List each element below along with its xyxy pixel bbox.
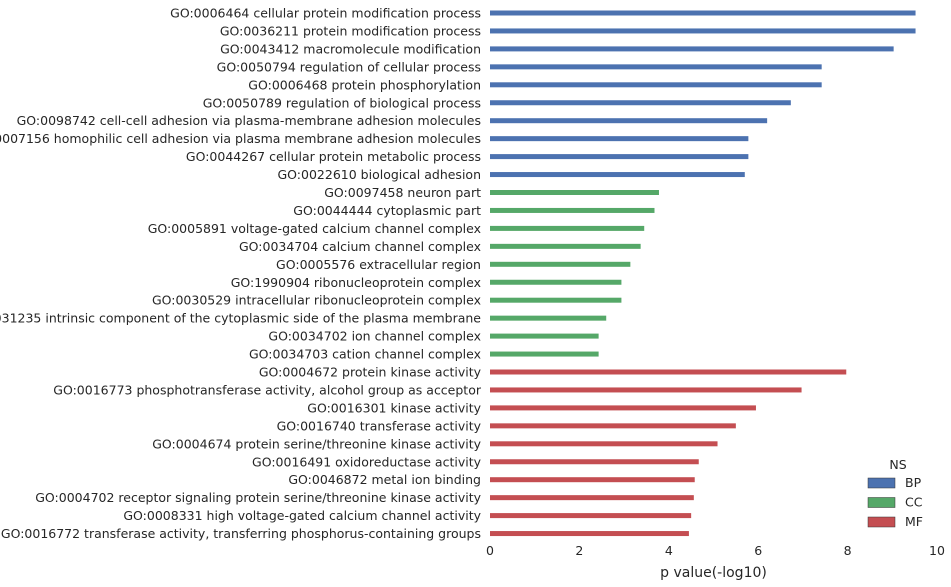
bar — [490, 118, 768, 124]
bars-layer — [490, 10, 916, 537]
legend-swatch — [867, 516, 896, 528]
category-label: GO:0031235 intrinsic component of the cy… — [0, 311, 481, 326]
category-label: GO:0098742 cell-cell adhesion via plasma… — [17, 113, 481, 128]
category-label: GO:0022610 biological adhesion — [278, 167, 482, 182]
category-label: GO:0016772 transferase activity, transfe… — [1, 526, 481, 541]
category-label: GO:1990904 ribonucleoprotein complex — [231, 275, 481, 290]
category-label: GO:0005891 voltage-gated calcium channel… — [148, 221, 481, 236]
bar — [490, 423, 736, 429]
bar — [490, 459, 699, 465]
category-label: GO:0044267 cellular protein metabolic pr… — [186, 149, 481, 164]
category-label: GO:0044444 cytoplasmic part — [293, 203, 481, 218]
category-label: GO:0050789 regulation of biological proc… — [203, 95, 481, 110]
category-label: GO:0008331 high voltage-gated calcium ch… — [123, 508, 481, 523]
bar — [490, 369, 847, 375]
bar — [490, 10, 916, 16]
category-label: GO:0034704 calcium channel complex — [239, 239, 481, 254]
category-label: GO:0030529 intracellular ribonucleoprote… — [152, 293, 481, 308]
x-tick-label: 10 — [929, 543, 945, 558]
x-tick-label: 8 — [844, 543, 852, 558]
category-label: GO:0043412 macromolecule modification — [220, 41, 481, 56]
legend-label: MF — [905, 514, 923, 529]
bar — [490, 315, 607, 321]
category-label: GO:0036211 protein modification process — [220, 23, 481, 38]
bar — [490, 190, 659, 195]
category-label: GO:0005576 extracellular region — [276, 257, 481, 272]
x-tick-label: 6 — [754, 543, 762, 558]
category-label: GO:0034702 ion channel complex — [268, 329, 481, 344]
bar — [490, 243, 641, 249]
bar — [490, 64, 822, 70]
category-label: GO:0016491 oxidoreductase activity — [252, 454, 482, 469]
bar — [490, 477, 695, 483]
category-label: GO:0046872 metal ion binding — [288, 472, 481, 487]
bar — [490, 261, 631, 267]
category-label: GO:0006464 cellular protein modification… — [170, 6, 481, 21]
legend: NS BP CC MF — [867, 457, 923, 529]
x-axis: 0 2 4 6 8 10 — [486, 543, 945, 558]
category-label: GO:0004674 protein serine/threonine kina… — [152, 436, 481, 451]
bar — [490, 405, 756, 411]
legend-swatch — [867, 497, 896, 508]
category-label: GO:0016740 transferase activity — [277, 418, 482, 433]
bar — [490, 279, 622, 285]
category-label: GO:0007156 homophilic cell adhesion via … — [0, 131, 481, 146]
bar — [490, 351, 599, 357]
x-tick-label: 4 — [665, 543, 673, 558]
bar — [490, 136, 749, 142]
category-label: GO:0050794 regulation of cellular proces… — [217, 59, 481, 74]
bar — [490, 46, 894, 52]
bar — [490, 172, 745, 178]
bar — [490, 333, 599, 339]
bar — [490, 207, 655, 213]
bar — [490, 225, 645, 231]
bar — [490, 154, 749, 160]
category-label: GO:0097458 neuron part — [324, 185, 481, 200]
bar — [490, 441, 718, 447]
category-label: GO:0034703 cation channel complex — [249, 347, 481, 362]
bar — [490, 82, 822, 88]
bar — [490, 531, 689, 537]
category-label: GO:0016773 phosphotransferase activity, … — [53, 382, 482, 397]
bar — [490, 297, 622, 303]
bar — [490, 495, 694, 501]
legend-title: NS — [889, 457, 906, 472]
bar — [490, 100, 791, 106]
legend-label: CC — [905, 495, 923, 510]
x-axis-title: p value(-log10) — [660, 565, 767, 581]
legend-label: BP — [905, 475, 922, 490]
category-label: GO:0004672 protein kinase activity — [259, 365, 482, 380]
category-labels: GO:0006464 cellular protein modification… — [0, 6, 482, 542]
category-label: GO:0004702 receptor signaling protein se… — [35, 490, 481, 505]
category-label: GO:0016301 kinase activity — [307, 400, 481, 415]
bar — [490, 387, 802, 393]
bar — [490, 28, 916, 34]
category-label: GO:0006468 protein phosphorylation — [248, 77, 481, 92]
x-tick-label: 2 — [575, 543, 583, 558]
x-tick-label: 0 — [486, 543, 494, 558]
legend-swatch — [867, 477, 896, 489]
bar — [490, 513, 692, 519]
